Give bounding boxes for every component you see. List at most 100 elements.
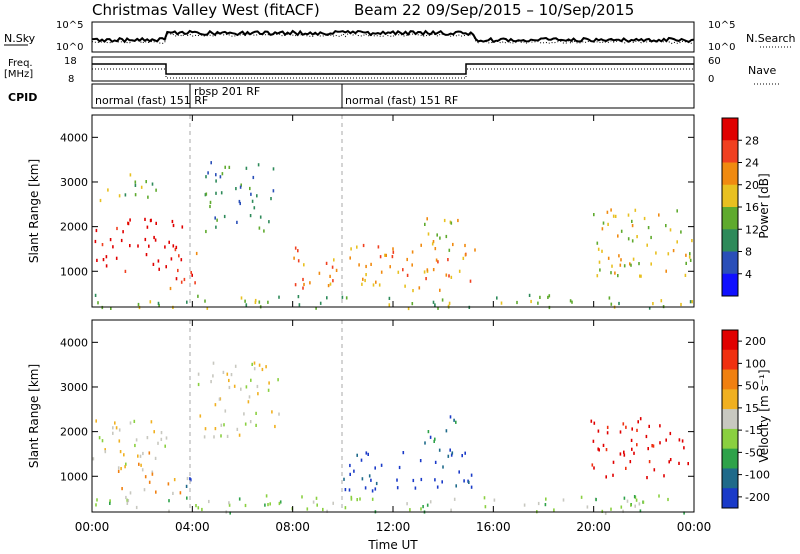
- scatter-cell: [441, 298, 444, 302]
- scatter-cell: [639, 274, 641, 278]
- scatter-cell: [164, 245, 166, 249]
- scatter-cell: [134, 183, 137, 187]
- nave-label: Nave: [748, 64, 776, 77]
- scatter-cell: [630, 438, 633, 442]
- scatter-cell: [458, 470, 460, 474]
- scatter-cell: [388, 303, 391, 307]
- scatter-cell: [172, 244, 175, 248]
- scatter-cell: [265, 365, 267, 369]
- scatter-cell: [571, 300, 573, 304]
- scatter-cell: [365, 273, 367, 277]
- scatter-cell: [204, 299, 206, 303]
- scatter-cell: [361, 477, 364, 481]
- scatter-cell: [443, 218, 446, 223]
- nsky-trace: [91, 29, 695, 44]
- scatter-cell: [683, 511, 685, 515]
- scatter-cell: [255, 423, 257, 427]
- scatter-cell: [341, 295, 344, 299]
- scatter-cell: [385, 253, 387, 257]
- y-tick-label: 1000: [60, 470, 88, 483]
- velocity-frame: [91, 319, 695, 513]
- nave-tick-bottom: 0: [708, 74, 714, 85]
- scatter-cell: [146, 436, 149, 440]
- scatter-cell: [303, 263, 305, 267]
- scatter-cell: [596, 241, 599, 245]
- scatter-cell: [375, 280, 377, 284]
- scatter-cell: [365, 264, 367, 269]
- scatter-cell: [212, 374, 214, 378]
- scatter-cell: [144, 237, 147, 242]
- scatter-cell: [94, 293, 97, 297]
- scatter-cell: [646, 243, 648, 247]
- scatter-cell: [95, 503, 97, 507]
- scatter-cell: [148, 480, 151, 484]
- scatter-cell: [438, 448, 441, 452]
- scatter-cell: [316, 503, 318, 507]
- scatter-cell: [189, 477, 191, 481]
- scatter-cell: [349, 463, 351, 468]
- scatter-cell: [223, 214, 226, 219]
- nsky-frame: [91, 21, 695, 53]
- scatter-cell: [155, 188, 157, 192]
- colorbar-tick-label: -100: [745, 469, 770, 482]
- scatter-cell: [183, 277, 186, 282]
- scatter-cell: [586, 505, 589, 509]
- scatter-cell: [215, 191, 217, 195]
- scatter-cell: [165, 436, 168, 440]
- scatter-cell: [607, 256, 610, 260]
- scatter-cell: [598, 448, 600, 452]
- scatter-cell: [214, 216, 216, 220]
- scatter-cell: [620, 229, 623, 233]
- scatter-cell: [647, 447, 649, 451]
- colorbar-segment: [722, 428, 738, 450]
- scatter-cell: [689, 252, 691, 256]
- scatter-cell: [186, 476, 189, 481]
- scatter-cell: [234, 364, 237, 368]
- scatter-cell: [129, 421, 132, 425]
- scatter-cell: [245, 385, 248, 389]
- scatter-cell: [210, 380, 212, 384]
- scatter-cell: [637, 420, 639, 424]
- scatter-cell: [117, 466, 120, 470]
- power-colorbar: 4 8 12 16 20 24 28: [721, 117, 759, 297]
- scatter-cell: [326, 509, 328, 513]
- scatter-cell: [447, 258, 449, 262]
- scatter-cell: [98, 436, 101, 440]
- scatter-cell: [141, 468, 144, 472]
- scatter-cell: [631, 239, 634, 243]
- scatter-cell: [672, 249, 675, 253]
- scatter-cell: [145, 253, 148, 257]
- colorbar-segment: [722, 468, 738, 489]
- scatter-cell: [452, 242, 454, 247]
- scatter-cell: [194, 281, 196, 285]
- scatter-cell: [426, 503, 429, 507]
- scatter-cell: [215, 179, 217, 183]
- scatter-cell: [309, 281, 311, 285]
- cpid-segment-3: normal (fast) 151 RF: [345, 94, 458, 107]
- scatter-cell: [402, 451, 405, 455]
- scatter-cell: [297, 249, 299, 253]
- scatter-cell: [631, 447, 633, 451]
- scatter-cell: [125, 495, 127, 500]
- scatter-cell: [665, 438, 667, 442]
- velocity-colorbar-label: Velocity [m s⁻¹]: [757, 369, 771, 462]
- scatter-cell: [124, 193, 127, 197]
- x-tick-label: 04:00: [175, 520, 210, 534]
- nsky-left-tick-top: 10^5: [56, 20, 83, 31]
- scatter-cell: [596, 274, 599, 278]
- scatter-cell: [631, 427, 633, 431]
- scatter-cell: [384, 253, 386, 257]
- scatter-cell: [120, 238, 123, 243]
- scatter-cell: [539, 295, 541, 299]
- x-tick-label: 00:00: [75, 520, 110, 534]
- scatter-cell: [135, 505, 138, 510]
- scatter-cell: [293, 256, 295, 260]
- scatter-cell: [157, 301, 160, 305]
- scatter-cell: [595, 498, 597, 502]
- scatter-cell: [112, 431, 114, 435]
- scatter-cell: [267, 300, 269, 304]
- scatter-cell: [643, 216, 646, 221]
- scatter-cell: [190, 478, 192, 482]
- scatter-cell: [344, 488, 347, 492]
- scatter-cell: [251, 199, 254, 203]
